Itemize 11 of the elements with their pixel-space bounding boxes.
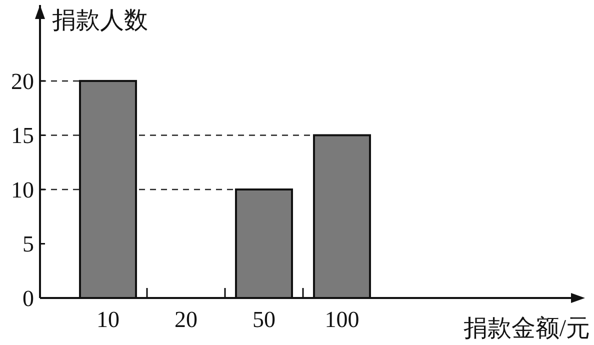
x-axis-title: 捐款金额/元 (463, 315, 590, 342)
x-tick-label: 10 (96, 307, 120, 332)
x-tick-label: 100 (324, 307, 360, 332)
y-tick-label: 10 (11, 177, 34, 202)
y-tick-label: 5 (22, 232, 34, 257)
x-tick-label: 50 (252, 307, 276, 332)
y-tick-label: 0 (22, 286, 34, 311)
y-tick-label: 15 (11, 123, 34, 148)
x-tick-label: 20 (174, 307, 198, 332)
y-tick-label: 20 (11, 68, 34, 94)
y-axis-title: 捐款人数 (52, 8, 148, 34)
